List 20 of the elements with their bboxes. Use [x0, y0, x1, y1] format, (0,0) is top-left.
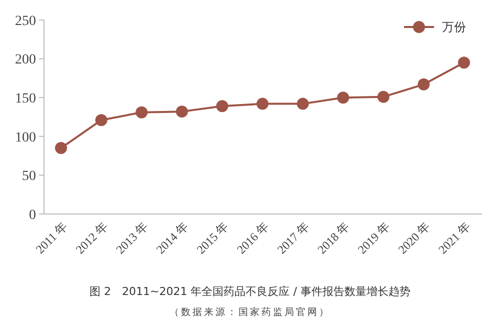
- y-tick-label: 0: [29, 208, 36, 223]
- y-tick-label: 150: [15, 92, 36, 106]
- point: [377, 90, 390, 103]
- text: （数据来源：国家药监局官网）: [170, 306, 330, 318]
- point: [256, 98, 268, 110]
- y-tick-label: 50: [22, 169, 36, 184]
- y-tick-label: 200: [15, 52, 36, 68]
- y-tick-label: 250: [15, 14, 36, 29]
- point: [296, 98, 309, 110]
- legend-label: 万份: [442, 20, 466, 34]
- y-tick-label: 100: [15, 130, 36, 146]
- point: [55, 142, 67, 154]
- point: [176, 106, 188, 118]
- text: 图 2 2011~2021 年全国药品不良反应 / 事件报告数量增长趋势: [90, 285, 410, 298]
- point: [337, 92, 350, 104]
- point: [418, 78, 430, 90]
- point: [95, 114, 108, 126]
- point: [136, 106, 148, 118]
- point: [458, 56, 470, 69]
- point: [216, 100, 228, 112]
